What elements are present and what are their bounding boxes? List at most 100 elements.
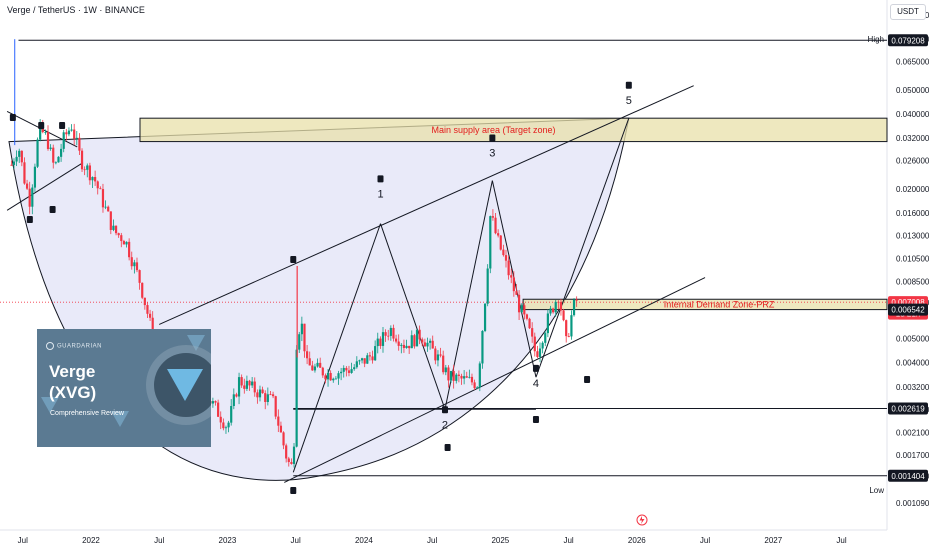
candle-body — [483, 303, 487, 331]
candle-body — [114, 225, 118, 234]
v-deco-icon — [41, 397, 59, 413]
candle-body — [319, 362, 322, 368]
candle-body — [112, 225, 115, 230]
candle-body — [510, 275, 513, 278]
candle-body — [25, 183, 29, 189]
candle-body — [423, 342, 426, 347]
candle-body — [86, 165, 89, 170]
candle-body — [83, 169, 86, 171]
price-tag-text: 0.007008 — [891, 298, 925, 307]
price-tick-label: 0.008500 — [896, 277, 930, 286]
price-tick-label: 0.010500 — [896, 255, 930, 264]
candle-body — [473, 382, 476, 389]
candle-body — [546, 313, 549, 334]
candle-body — [104, 206, 107, 208]
candle-body — [360, 358, 364, 361]
price-tag-0001404 — [888, 469, 928, 482]
thumb-marker-icon — [584, 376, 591, 383]
symbol-title[interactable]: Verge / TetherUS · 1W · BINANCE — [4, 4, 148, 16]
v-deco-icon — [111, 411, 129, 427]
wave-label-4: 4 — [533, 378, 539, 390]
candle-body — [570, 315, 573, 337]
time-tick-label: Jul — [18, 536, 28, 545]
candle-body — [138, 270, 141, 283]
candle-body — [465, 376, 468, 378]
coin-name-line1: Verge — [49, 362, 96, 381]
candle-body — [345, 367, 348, 371]
candle-body — [44, 132, 47, 133]
price-tag-text: 0.002619 — [891, 404, 925, 413]
candle-body — [300, 323, 303, 335]
high-label: High — [868, 35, 884, 44]
time-tick-label: 2022 — [82, 536, 100, 545]
candle-body — [232, 394, 235, 407]
candle-body — [415, 329, 419, 347]
candle-body — [515, 291, 518, 295]
candle-body — [91, 177, 94, 181]
candle-body — [28, 188, 31, 207]
candle-body — [504, 255, 508, 261]
candle-body — [222, 422, 225, 429]
candle-body — [544, 333, 547, 343]
candle-body — [374, 346, 377, 361]
price-tick-label: 0.002100 — [896, 428, 930, 437]
candle-body — [282, 432, 285, 446]
price-tag-0002619 — [888, 402, 928, 415]
candle-body — [486, 268, 489, 304]
candle-body — [99, 188, 102, 190]
candle-body — [460, 375, 463, 379]
candle-body — [96, 181, 99, 189]
candle-body — [306, 351, 309, 359]
candle-body — [125, 241, 128, 245]
candle-body — [494, 217, 497, 234]
candle-body — [371, 356, 374, 361]
wave-label-2: 2 — [442, 419, 448, 431]
candle-body — [426, 342, 429, 347]
thumb-down-icon — [532, 364, 539, 372]
candle-body — [567, 336, 570, 337]
thumb-marker-icon — [49, 206, 56, 213]
wave-label-5: 5 — [626, 95, 632, 107]
candle-body — [65, 132, 68, 135]
candle-body — [470, 376, 474, 383]
thumb-marker-icon — [290, 487, 297, 494]
candle-body — [447, 367, 450, 381]
time-tick-label: 2023 — [219, 536, 237, 545]
candle-body — [418, 329, 421, 340]
candle-body — [342, 367, 345, 372]
trendline — [6, 162, 84, 211]
price-tick-label: 0.040000 — [896, 110, 930, 119]
candle-body — [408, 345, 411, 349]
candle-body — [326, 372, 330, 380]
brand-label: GUARDARIAN — [46, 342, 102, 350]
time-tick-label: Jul — [291, 536, 301, 545]
price-tick-label: 0.016000 — [896, 209, 930, 218]
candle-body — [376, 338, 379, 347]
candle-body — [279, 425, 283, 433]
coin-name: Verge (XVG) — [49, 361, 96, 403]
candle-body — [20, 150, 23, 163]
candle-body — [389, 327, 392, 336]
candle-body — [224, 427, 228, 429]
candle-body — [141, 282, 144, 298]
thumb-marker-icon — [59, 122, 66, 129]
candle-body — [536, 351, 539, 357]
candle-body — [507, 260, 510, 276]
candle-body — [31, 187, 34, 207]
thumb-down-icon — [377, 175, 384, 183]
candle-body — [298, 334, 301, 350]
candle-body — [23, 162, 26, 184]
candle-body — [235, 394, 238, 397]
candle-body — [538, 348, 542, 357]
candle-body — [387, 335, 390, 337]
candle-body — [67, 130, 71, 135]
price-tick-label: 0.050000 — [896, 86, 930, 95]
candle-body — [397, 341, 400, 346]
candle-body — [227, 422, 230, 428]
currency-button[interactable]: USDT — [890, 4, 926, 20]
candle-body — [18, 150, 21, 157]
time-tick-label: 2024 — [355, 536, 373, 545]
candle-body — [429, 340, 432, 343]
demand-zone-label: Internal Demand Zone-PRZ — [664, 299, 775, 309]
